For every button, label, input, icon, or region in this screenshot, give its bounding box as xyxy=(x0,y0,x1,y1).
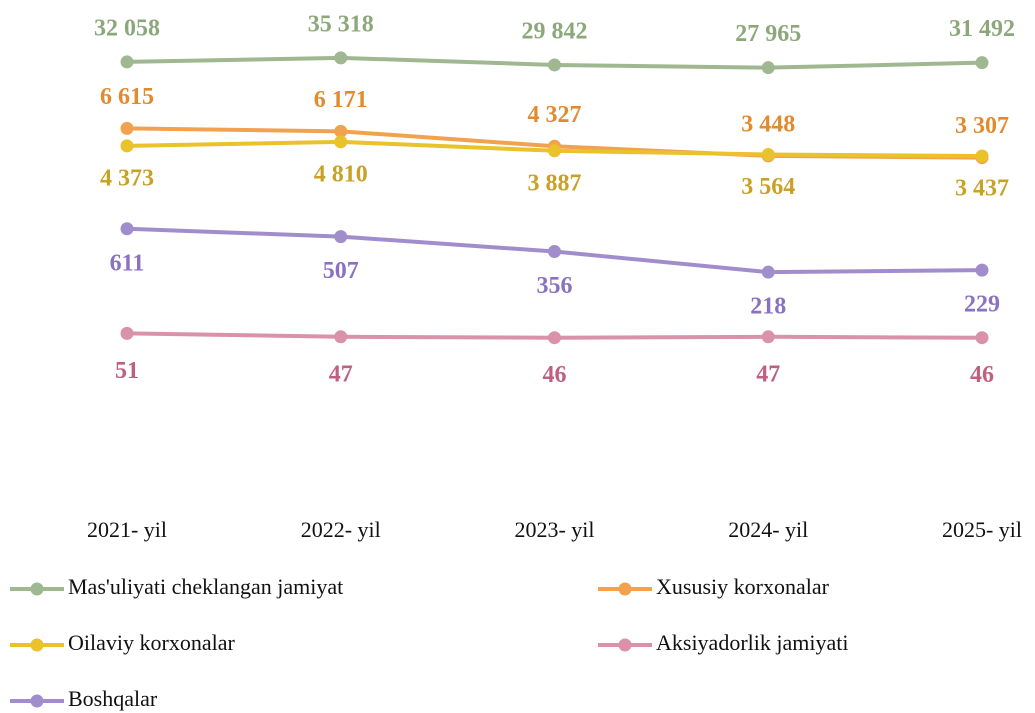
value-label: 29 842 xyxy=(522,18,588,44)
legend-label: Mas'uliyati cheklangan jamiyat xyxy=(68,574,343,599)
legend-marker xyxy=(618,638,632,652)
point xyxy=(120,121,134,135)
point xyxy=(975,56,989,70)
value-label: 3 307 xyxy=(955,113,1009,139)
value-label: 356 xyxy=(537,273,573,299)
value-label: 4 327 xyxy=(528,102,582,128)
value-label: 218 xyxy=(750,294,786,320)
x-tick-label: 2024- yil xyxy=(728,517,808,542)
point xyxy=(761,147,775,161)
point xyxy=(334,135,348,149)
point xyxy=(334,230,348,244)
point xyxy=(548,144,561,158)
point xyxy=(548,58,561,72)
x-tick-label: 2025- yil xyxy=(942,517,1022,542)
value-label: 47 xyxy=(756,361,780,387)
value-label: 47 xyxy=(329,361,353,387)
value-label: 4 373 xyxy=(100,165,154,191)
x-tick-label: 2023- yil xyxy=(514,517,594,542)
point xyxy=(120,222,134,236)
legend-marker xyxy=(30,694,44,708)
point xyxy=(548,331,561,345)
point xyxy=(334,124,348,138)
point xyxy=(975,149,989,163)
point xyxy=(761,61,775,75)
value-label: 3 564 xyxy=(741,174,795,200)
value-label: 611 xyxy=(110,250,145,276)
point xyxy=(548,245,561,259)
point xyxy=(334,330,348,344)
point xyxy=(975,331,989,345)
value-label: 3 887 xyxy=(528,170,582,196)
value-label: 32 058 xyxy=(94,15,160,41)
point xyxy=(120,139,134,153)
point xyxy=(120,55,134,69)
value-label: 27 965 xyxy=(735,21,801,47)
point xyxy=(975,263,989,277)
point xyxy=(120,326,134,340)
legend-label: Boshqalar xyxy=(68,686,158,711)
value-label: 35 318 xyxy=(308,11,374,37)
legend-label: Xususiy korxonalar xyxy=(656,574,830,599)
value-label: 3 437 xyxy=(955,175,1009,201)
legend-marker xyxy=(30,582,44,596)
value-label: 3 448 xyxy=(741,111,795,137)
x-tick-label: 2022- yil xyxy=(301,517,381,542)
x-tick-label: 2021- yil xyxy=(87,517,167,542)
value-label: 6 615 xyxy=(100,84,154,110)
legend-label: Aksiyadorlik jamiyati xyxy=(656,630,848,655)
point xyxy=(761,330,775,344)
legend-label: Oilaviy korxonalar xyxy=(68,630,235,655)
point xyxy=(761,265,775,279)
value-label: 46 xyxy=(970,362,994,388)
legend-marker xyxy=(30,638,44,652)
value-label: 229 xyxy=(964,292,1000,318)
value-label: 4 810 xyxy=(314,161,368,187)
point xyxy=(334,51,348,65)
value-label: 46 xyxy=(543,362,567,388)
legend-marker xyxy=(618,582,632,596)
value-label: 51 xyxy=(115,358,139,384)
value-label: 507 xyxy=(323,258,359,284)
value-label: 6 171 xyxy=(314,87,368,113)
value-label: 31 492 xyxy=(949,16,1015,42)
